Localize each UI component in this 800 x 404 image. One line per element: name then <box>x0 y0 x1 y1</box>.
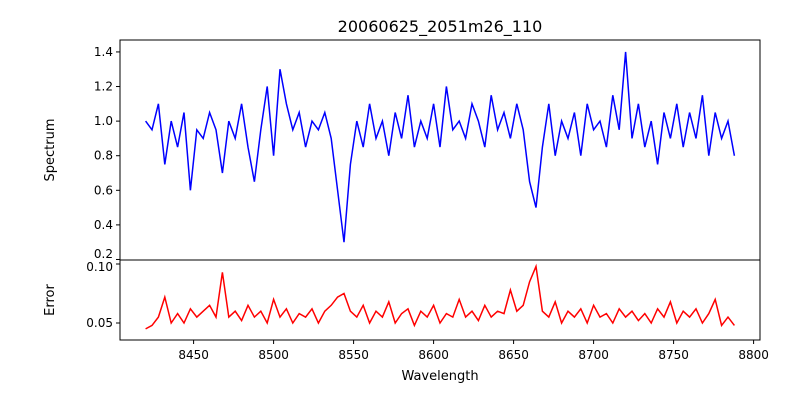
x-tick-label: 8800 <box>738 348 769 362</box>
chart-title: 20060625_2051m26_110 <box>338 17 543 37</box>
x-axis-label: Wavelength <box>401 369 478 384</box>
spectrum-series-line <box>144 51 736 243</box>
spectrum-y-tick-label: 0.8 <box>94 149 113 163</box>
error-y-tick-label: 0.05 <box>86 316 113 330</box>
x-tick-label: 8550 <box>338 348 369 362</box>
spectrum-y-tick-label: 1.0 <box>94 114 113 128</box>
x-tick-label: 8500 <box>258 348 289 362</box>
spectrum-y-tick-label: 0.6 <box>94 183 113 197</box>
x-tick-label: 8600 <box>418 348 449 362</box>
x-tick-label: 8650 <box>498 348 529 362</box>
spectrum-y-tick-label: 1.4 <box>94 45 113 59</box>
x-tick-label: 8450 <box>178 348 209 362</box>
x-tick-label: 8750 <box>658 348 689 362</box>
spectrum-axes-frame <box>119 39 761 261</box>
spectrum-y-tick-label: 0.2 <box>94 247 113 261</box>
error-y-tick-label: 0.10 <box>86 260 113 274</box>
spectrum-y-axis-label: Spectrum <box>43 119 58 182</box>
spectrum-y-tick-label: 0.4 <box>94 218 113 232</box>
error-axes-frame <box>119 259 761 341</box>
error-series-line <box>145 263 735 330</box>
spectrum-y-tick-label: 1.2 <box>94 80 113 94</box>
error-y-axis-label: Error <box>43 284 58 316</box>
x-tick-label: 8700 <box>578 348 609 362</box>
